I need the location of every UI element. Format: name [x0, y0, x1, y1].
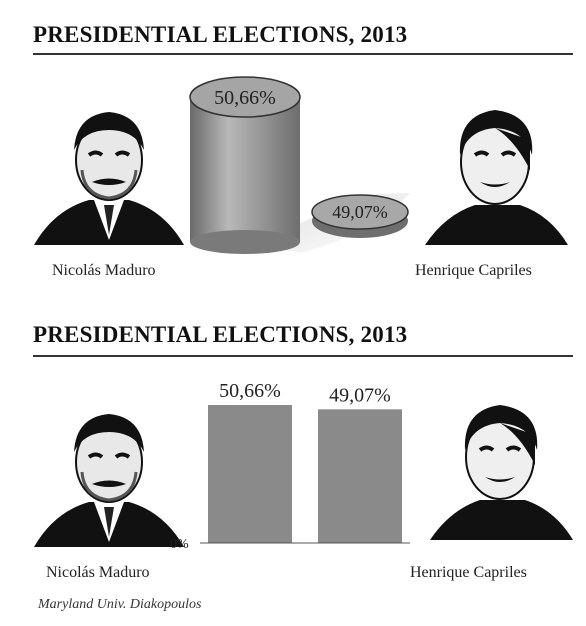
- candidate-name-capriles-2: Henrique Capriles: [410, 564, 527, 581]
- capriles-portrait-1: [425, 110, 568, 245]
- cylinder-chart: 50,66% 49,07%: [189, 76, 410, 254]
- maduro-portrait-1: [34, 112, 184, 245]
- source-credit: Maryland Univ. Diakopoulos: [38, 597, 202, 612]
- chart-2-title-rule: [33, 355, 573, 357]
- chart-1-title: PRESIDENTIAL ELECTIONS, 2013: [33, 22, 408, 47]
- bar-value-label-capriles: 49,07%: [329, 384, 391, 406]
- capriles-portrait-2: [430, 405, 573, 540]
- bar-chart: 50,66% 49,07% 0%: [170, 380, 410, 552]
- cylinder-maduro-base: [190, 230, 300, 254]
- candidate-name-capriles-1: Henrique Capriles: [415, 262, 532, 279]
- maduro-portrait-2: [34, 414, 184, 547]
- bar-value-label-maduro: 50,66%: [219, 380, 281, 402]
- bar-maduro: [208, 405, 292, 543]
- candidate-name-maduro-1: Nicolás Maduro: [52, 262, 156, 279]
- cylinder-maduro-top: [189, 76, 301, 118]
- cylinder-value-label-capriles: 49,07%: [332, 202, 388, 222]
- cylinder-capriles-top: [311, 194, 409, 230]
- cylinder-maduro-body: [190, 97, 300, 242]
- chart-2-title: PRESIDENTIAL ELECTIONS, 2013: [33, 322, 408, 347]
- baseline-label: 0%: [170, 537, 189, 552]
- cylinder-value-label-maduro: 50,66%: [214, 87, 276, 109]
- bar-capriles: [318, 409, 402, 543]
- chart-1-title-rule: [33, 53, 573, 55]
- candidate-name-maduro-2: Nicolás Maduro: [46, 564, 150, 581]
